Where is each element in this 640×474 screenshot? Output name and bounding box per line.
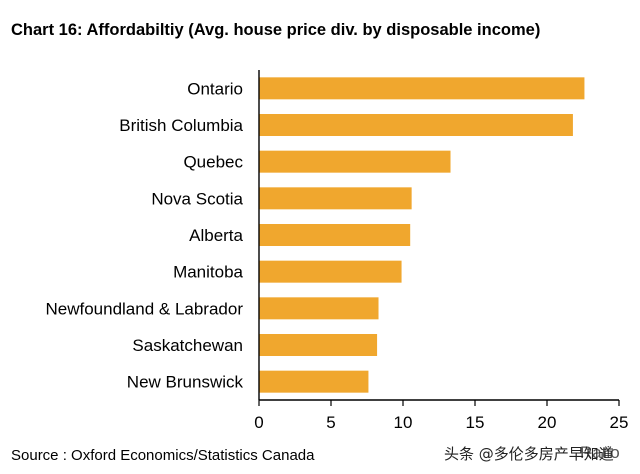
category-label: Quebec — [183, 153, 243, 172]
source-note: Source : Oxford Economics/Statistics Can… — [11, 447, 315, 464]
x-tick-label: 5 — [326, 413, 335, 432]
watermark-text: 头条 @多伦多房产早知道 — [444, 445, 614, 463]
category-labels: Ontario British Columbia Quebec Nova Scotia… — [45, 79, 243, 391]
chart-title: Chart 16: Affordabiltiy (Avg. house pric… — [11, 21, 540, 39]
category-label: Ontario — [187, 79, 243, 98]
bar-ontario — [259, 77, 585, 100]
bar-alberta — [259, 224, 411, 246]
bar-quebec — [259, 150, 451, 173]
bar-saskatchewan — [259, 334, 378, 356]
bar-manitoba — [259, 260, 402, 283]
x-axis-label: Ratio — [580, 443, 620, 462]
category-label: Saskatchewan — [132, 336, 243, 355]
bar-new-brunswick — [259, 370, 369, 393]
category-label: Manitoba — [173, 263, 243, 282]
bar-nova-scotia — [259, 187, 412, 210]
category-label: Alberta — [189, 226, 243, 245]
bar-newfoundland-labrador — [259, 297, 379, 320]
bar-british-columbia — [259, 114, 573, 136]
bars-layer — [259, 77, 585, 393]
category-label: Nova Scotia — [151, 189, 243, 208]
category-label: New Brunswick — [127, 373, 244, 392]
category-label: Newfoundland & Labrador — [45, 299, 243, 318]
x-tick-label: 0 — [254, 413, 263, 432]
category-label: British Columbia — [119, 116, 243, 135]
x-tick-label: 20 — [538, 413, 557, 432]
x-tick-label: 15 — [466, 413, 485, 432]
x-tick-label: 25 — [610, 413, 629, 432]
x-tick-label: 10 — [394, 413, 413, 432]
x-axis-ticks: 0 5 10 15 20 25 — [254, 400, 628, 432]
